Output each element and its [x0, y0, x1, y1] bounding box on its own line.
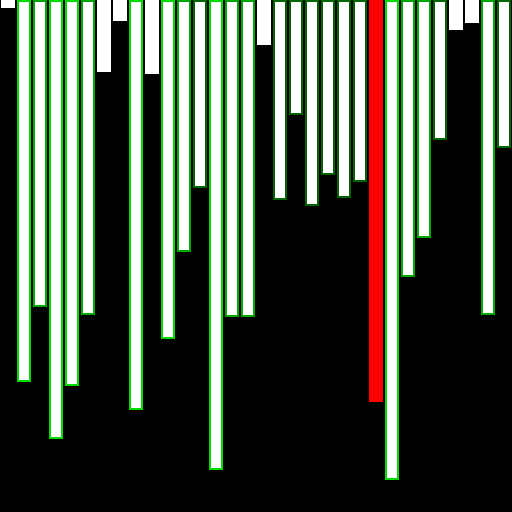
bar-5 [65, 0, 79, 386]
bar-12 [177, 0, 191, 252]
bar-15 [225, 0, 239, 317]
bar-17 [257, 0, 271, 45]
bar-7 [97, 0, 111, 72]
bar-14 [209, 0, 223, 470]
bar-22 [337, 0, 351, 198]
bar-18 [273, 0, 287, 200]
bar-24 [369, 0, 383, 402]
bar-4 [49, 0, 63, 439]
bar-13 [193, 0, 207, 188]
bar-21 [321, 0, 335, 175]
bar-31 [481, 0, 495, 315]
bar-28 [433, 0, 447, 140]
bar-3 [33, 0, 47, 307]
bar-23 [353, 0, 367, 182]
bar-6 [81, 0, 95, 315]
bar-25 [385, 0, 399, 480]
bar-8 [113, 0, 127, 21]
bar-26 [401, 0, 415, 277]
bar-2 [17, 0, 31, 382]
bar-1 [1, 0, 15, 8]
bar-11 [161, 0, 175, 339]
bar-16 [241, 0, 255, 317]
bar-20 [305, 0, 319, 206]
bar-10 [145, 0, 159, 74]
bar-9 [129, 0, 143, 410]
bar-29 [449, 0, 463, 30]
bar-19 [289, 0, 303, 115]
bar-30 [465, 0, 479, 23]
bar-27 [417, 0, 431, 238]
bar-32 [497, 0, 511, 148]
